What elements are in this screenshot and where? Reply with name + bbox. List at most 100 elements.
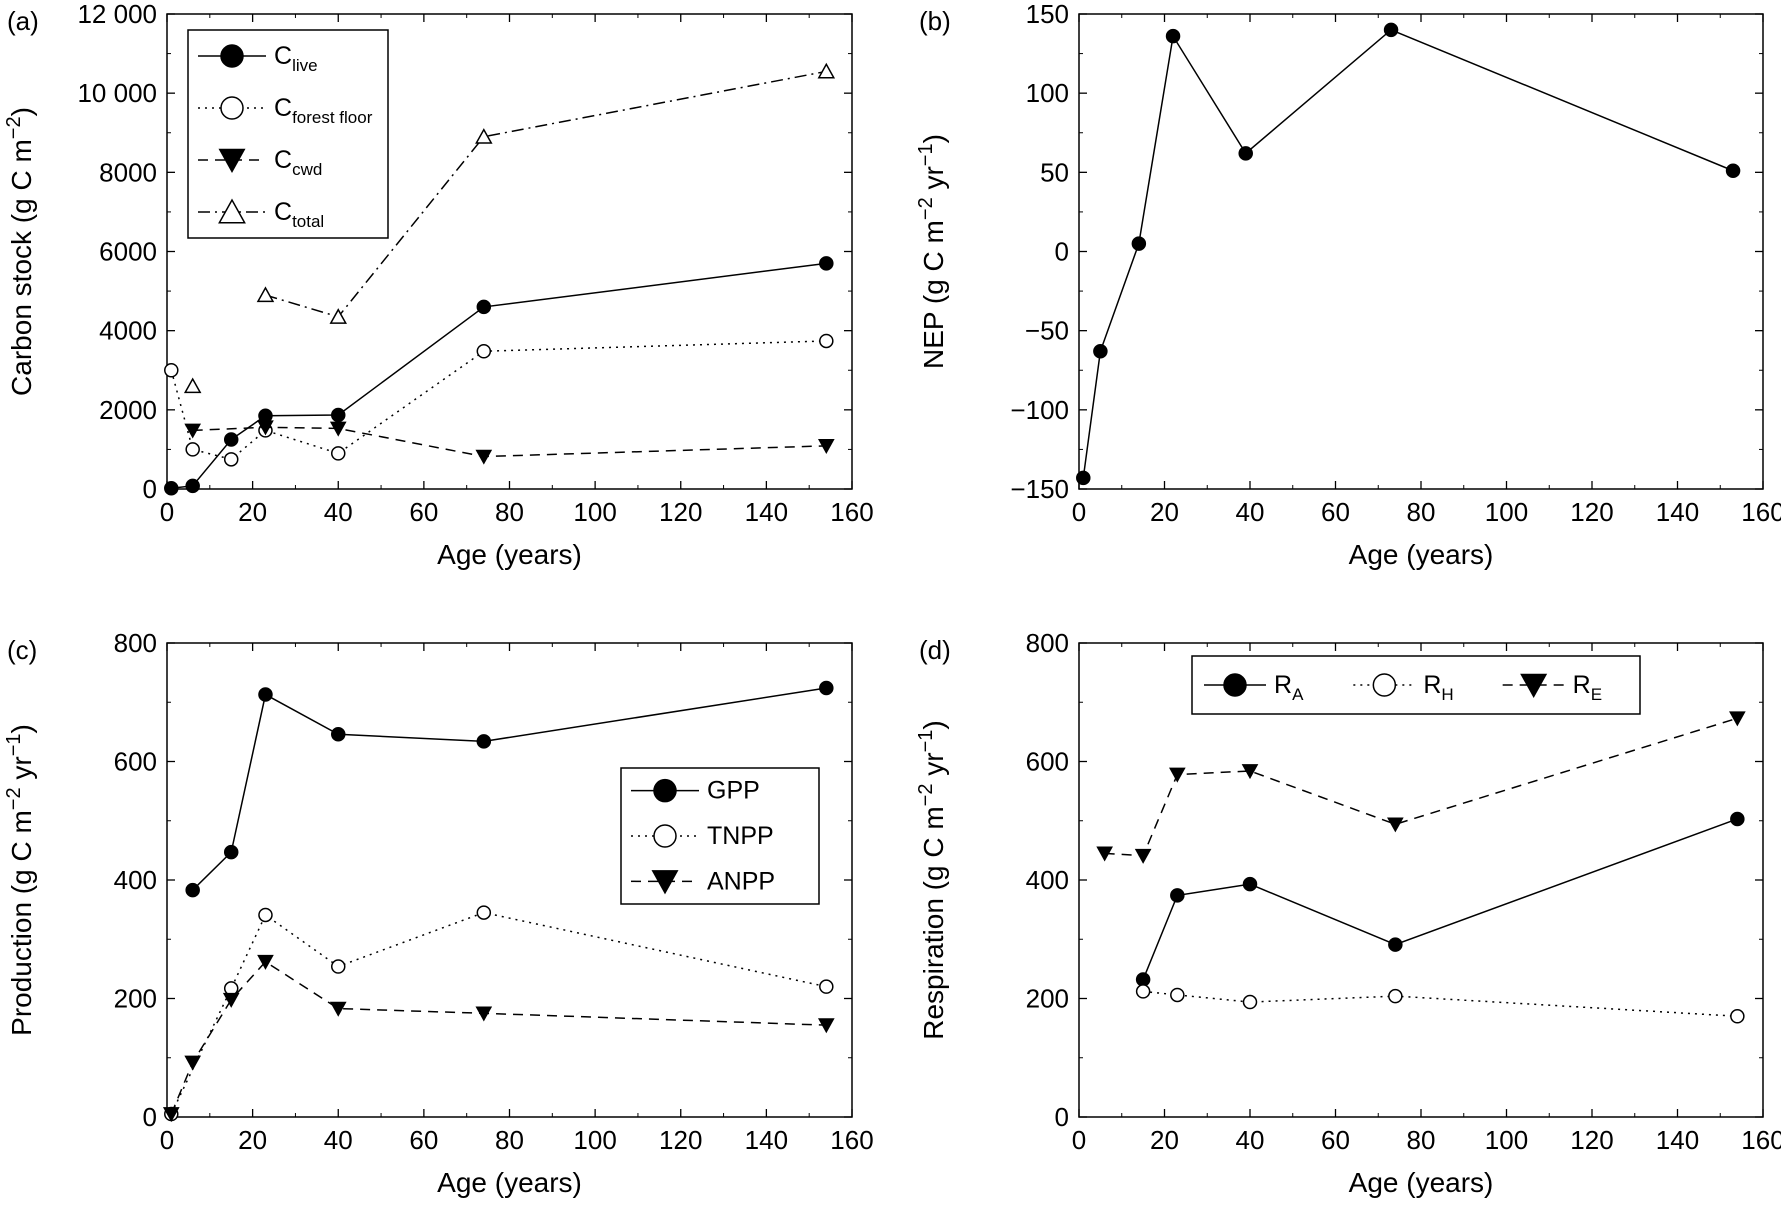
y-tick-label: 0 — [1055, 1102, 1069, 1132]
series-cforest-floor — [164, 333, 834, 467]
legend-label: RE — [1573, 671, 1602, 704]
y-tick-label: 400 — [1026, 865, 1069, 895]
x-tick-label: 80 — [1407, 497, 1436, 527]
x-tick-label: 40 — [324, 1125, 353, 1155]
data-point — [819, 333, 834, 349]
legend-box — [1191, 655, 1641, 715]
series-line — [192, 426, 827, 458]
y-tick-label: 200 — [114, 984, 157, 1014]
y-tick-label: 100 — [1026, 78, 1069, 108]
y-tick-label: 8000 — [99, 157, 157, 187]
x-tick-label: 100 — [573, 497, 616, 527]
data-point — [164, 480, 179, 496]
data-point — [258, 907, 273, 923]
legend-label: Ctotal — [274, 198, 324, 231]
data-point — [1135, 972, 1151, 987]
legend-label: RA — [1274, 671, 1304, 704]
series-ccwd — [184, 420, 835, 465]
legend-label: TNPP — [707, 822, 774, 850]
y-tick-label: −150 — [1010, 474, 1069, 504]
x-tick-label: 20 — [1150, 497, 1179, 527]
data-point — [257, 420, 274, 436]
y-tick-label: 800 — [1026, 628, 1069, 658]
data-point — [1169, 767, 1186, 783]
data-point — [1238, 146, 1253, 161]
legend-marker — [218, 198, 246, 224]
y-tick-label: 0 — [143, 1102, 157, 1132]
x-tick-label: 0 — [1072, 1125, 1086, 1155]
x-tick-label: 140 — [745, 497, 788, 527]
data-point — [162, 1107, 180, 1123]
series-line — [1143, 990, 1738, 1018]
data-point — [476, 299, 492, 315]
y-axis-label: Respiration (g C m−2 yr−1) — [915, 720, 949, 1039]
data-point — [476, 905, 492, 920]
data-point — [1170, 987, 1185, 1003]
series-line — [1082, 28, 1734, 479]
series-series-0 — [1076, 22, 1741, 486]
y-tick-label: 600 — [114, 747, 157, 777]
data-point — [1096, 846, 1113, 862]
x-axis-label: Age (years) — [1349, 1167, 1494, 1198]
legend-label: RH — [1423, 671, 1453, 704]
data-point — [185, 442, 200, 457]
data-point — [185, 882, 200, 898]
x-tick-label: 40 — [1236, 1125, 1265, 1155]
data-point — [1170, 888, 1185, 903]
data-point — [817, 62, 836, 79]
data-point — [223, 432, 239, 447]
panel-label: (a) — [7, 6, 39, 36]
data-point — [184, 423, 202, 439]
data-point — [1135, 984, 1151, 999]
x-tick-label: 120 — [659, 1125, 702, 1155]
x-tick-label: 80 — [495, 497, 524, 527]
data-point — [257, 954, 274, 970]
data-point — [185, 478, 200, 494]
data-point — [819, 680, 834, 696]
series-tnpp — [164, 905, 834, 1122]
x-tick-label: 0 — [160, 497, 174, 527]
legend-marker — [220, 44, 244, 68]
panel-label: (b) — [919, 6, 951, 36]
data-point — [258, 687, 273, 702]
data-point — [476, 734, 492, 749]
legend: Clive Cforest floor Ccwd Ctotal — [187, 29, 389, 239]
data-point — [817, 439, 835, 454]
legend-marker — [1520, 673, 1548, 699]
series-line — [1142, 818, 1738, 980]
legend-label: Ccwd — [274, 146, 322, 179]
data-point — [819, 979, 834, 994]
x-tick-label: 0 — [1072, 497, 1086, 527]
legend-marker — [1372, 673, 1397, 697]
series-clive — [164, 256, 834, 496]
legend-label: Clive — [274, 42, 318, 75]
legend-label: ANPP — [707, 867, 775, 895]
panel-a: (a) 0 20 40 60 80 100 120 140 160 0 2000 4000 6000 800… — [3, 0, 874, 570]
data-point — [1241, 764, 1259, 780]
data-point — [1242, 994, 1258, 1010]
data-point — [331, 446, 346, 461]
data-point — [1165, 28, 1181, 44]
data-point — [184, 1055, 202, 1071]
legend: RA RH RE — [1191, 655, 1641, 715]
x-tick-label: 60 — [409, 497, 438, 527]
data-point — [1388, 988, 1403, 1004]
data-point — [183, 377, 202, 394]
x-tick-label: 140 — [745, 1125, 788, 1155]
x-tick-label: 160 — [1741, 497, 1781, 527]
data-point — [223, 452, 239, 467]
series-ra — [1135, 811, 1745, 987]
data-point — [1242, 876, 1258, 892]
x-tick-label: 100 — [1485, 497, 1528, 527]
series-rh — [1135, 984, 1745, 1024]
legend-marker — [1223, 673, 1247, 697]
data-point — [331, 726, 346, 742]
panel-label: (d) — [919, 635, 951, 665]
legend-marker — [653, 778, 677, 803]
y-axis-label: NEP (g C m−2 yr−1) — [915, 134, 949, 369]
y-tick-label: 150 — [1026, 0, 1069, 29]
x-tick-label: 160 — [830, 1125, 873, 1155]
series-line — [170, 960, 827, 1115]
series-line — [265, 70, 827, 318]
